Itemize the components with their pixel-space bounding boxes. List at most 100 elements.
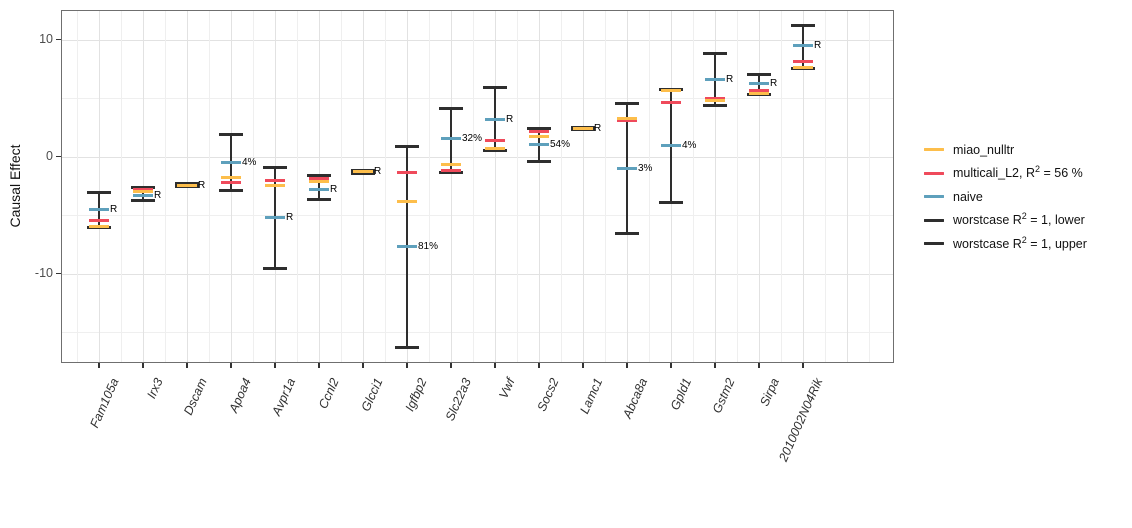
gridline-h-minor <box>61 98 894 99</box>
x-tick <box>230 363 232 368</box>
naive-tick <box>265 216 285 220</box>
gridline-h-major <box>61 156 894 158</box>
miao-tick <box>177 183 197 187</box>
worstcase-lower-cap <box>263 267 287 271</box>
legend-label: worstcase R <box>953 213 1022 228</box>
gridline-v-minor <box>77 10 78 363</box>
worstcase-lower-cap <box>175 185 199 189</box>
multicali-tick <box>749 88 769 92</box>
annotation-label: R <box>330 183 338 195</box>
naive-tick <box>705 77 725 81</box>
multicali-tick <box>133 187 153 191</box>
x-tick <box>406 363 408 368</box>
x-tick <box>670 363 672 368</box>
miao-tick <box>705 99 725 103</box>
x-tick-label-Gstm2: Gstm2 <box>710 376 738 416</box>
multicali-tick <box>89 218 109 222</box>
errorbar-line <box>318 175 320 200</box>
multicali-tick <box>661 101 681 105</box>
miao-tick <box>89 224 109 228</box>
worstcase-upper-cap <box>219 133 243 137</box>
legend-key-line <box>924 218 944 222</box>
x-tick-label-Gpld1: Gpld1 <box>667 376 694 413</box>
y-tick <box>56 155 61 158</box>
legend-key-line <box>924 148 944 152</box>
x-tick <box>538 363 540 368</box>
gridline-v-minor <box>121 10 122 363</box>
x-tick <box>802 363 804 368</box>
multicali-tick <box>617 119 637 123</box>
gridline-v-minor <box>473 10 474 363</box>
worstcase-upper-cap <box>615 101 639 105</box>
legend-item-naive: naive <box>924 185 1087 209</box>
y-tick-label: -10 <box>34 265 53 280</box>
multicali-tick <box>265 178 285 182</box>
gridline-v-minor <box>781 10 782 363</box>
annotation-label: R <box>726 73 734 85</box>
x-tick <box>98 363 100 368</box>
legend: miao_nulltr multicali_L2, R2 = 56 % naiv… <box>924 138 1087 256</box>
worstcase-upper-cap <box>307 173 331 177</box>
x-tick <box>714 363 716 368</box>
miao-tick <box>441 162 461 166</box>
gridline-v-major <box>363 10 364 363</box>
x-tick <box>186 363 188 368</box>
miao-tick <box>485 146 505 150</box>
x-tick-label-Igfbp2: Igfbp2 <box>402 376 430 414</box>
gridline-v-major <box>99 10 100 363</box>
gridline-v-minor <box>869 10 870 363</box>
miao-tick <box>749 91 769 95</box>
naive-tick <box>485 117 505 121</box>
x-tick <box>626 363 628 368</box>
annotation-label: 32% <box>462 132 483 144</box>
legend-label: worstcase R <box>953 236 1022 251</box>
x-tick-label-Abca8a: Abca8a <box>619 376 650 421</box>
x-tick-label-Vwf: Vwf <box>496 376 518 401</box>
x-tick-label-2010002N04Rik: 2010002N04Rik <box>776 376 826 464</box>
miao-tick <box>573 126 593 130</box>
multicali-tick <box>397 171 417 175</box>
worstcase-upper-cap <box>263 165 287 169</box>
miao-tick <box>397 200 417 204</box>
worstcase-upper-cap <box>703 52 727 56</box>
naive-tick <box>441 136 461 140</box>
gridline-v-major <box>803 10 804 363</box>
miao-tick <box>529 134 549 138</box>
gridline-v-minor <box>737 10 738 363</box>
gridline-h-major <box>61 39 894 41</box>
miao-tick <box>353 170 373 174</box>
worstcase-upper-cap <box>659 87 683 91</box>
annotation-label: R <box>286 212 294 224</box>
gridline-v-major <box>451 10 452 363</box>
worstcase-lower-cap <box>307 197 331 201</box>
worstcase-upper-cap <box>527 126 551 130</box>
gridline-h-minor <box>61 215 894 216</box>
annotation-label: R <box>198 179 206 191</box>
gridline-v-minor <box>341 10 342 363</box>
multicali-tick <box>529 130 549 134</box>
miao-tick <box>617 116 637 120</box>
naive-tick <box>309 187 329 191</box>
gridline-v-minor <box>649 10 650 363</box>
multicali-tick <box>485 139 505 143</box>
legend-label: multicali_L2, R <box>953 166 1035 181</box>
x-tick <box>142 363 144 368</box>
x-tick <box>318 363 320 368</box>
gridline-v-major <box>495 10 496 363</box>
annotation-label: 4% <box>242 157 257 169</box>
naive-tick <box>397 245 417 249</box>
naive-tick <box>749 82 769 86</box>
gridline-v-minor <box>517 10 518 363</box>
x-tick <box>582 363 584 368</box>
x-tick-label-Sirpa: Sirpa <box>757 376 782 409</box>
x-tick-label-Slc22a3: Slc22a3 <box>442 376 474 423</box>
worstcase-lower-cap <box>527 159 551 163</box>
legend-key-line <box>924 171 944 175</box>
miao-tick <box>661 89 681 93</box>
x-tick-label-Lamc1: Lamc1 <box>577 376 606 416</box>
x-tick-label-Glcci1: Glcci1 <box>358 376 386 414</box>
x-tick-label-Avpr1a: Avpr1a <box>268 376 298 418</box>
gridline-v-minor <box>385 10 386 363</box>
worstcase-upper-cap <box>395 145 419 149</box>
annotation-label: 81% <box>418 241 439 253</box>
